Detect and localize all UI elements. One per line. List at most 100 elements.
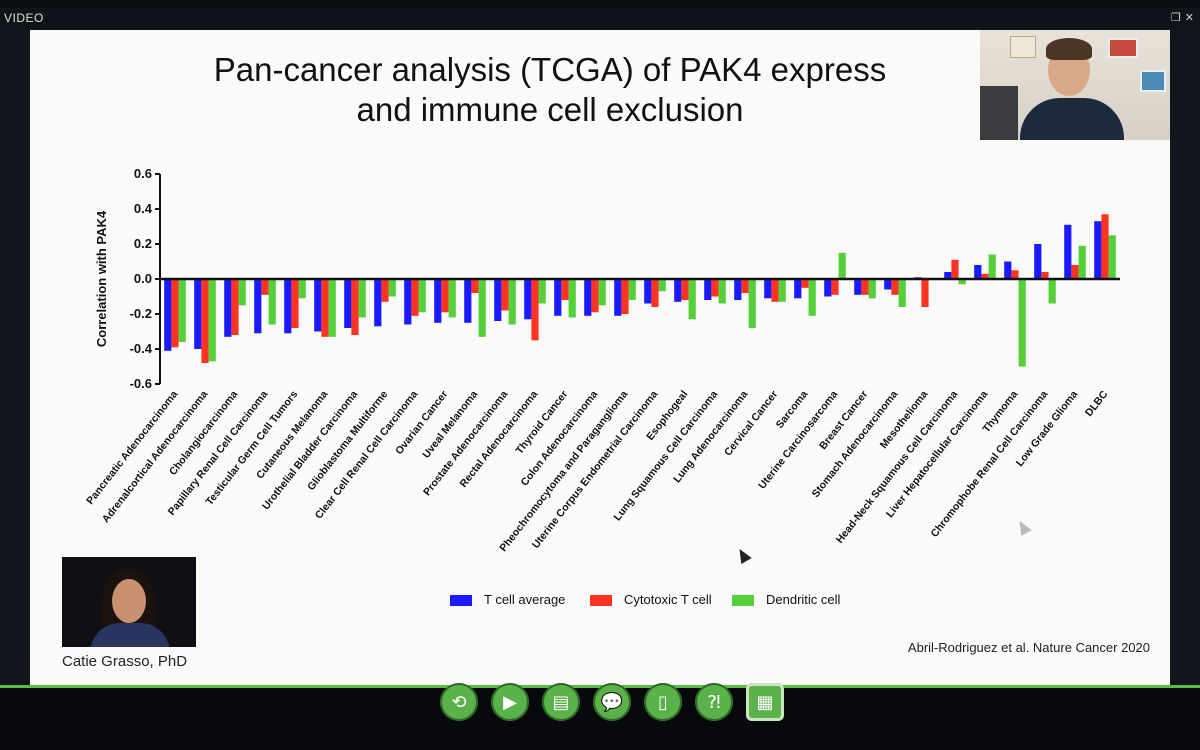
bar xyxy=(794,279,802,299)
wall-picture xyxy=(1140,70,1166,92)
legend-swatch xyxy=(590,595,612,606)
bar xyxy=(1108,235,1116,280)
bar xyxy=(208,279,216,362)
y-tick-label: 0.0 xyxy=(134,271,152,286)
bar xyxy=(351,279,359,335)
bar xyxy=(614,279,622,316)
presenter-body xyxy=(1020,98,1124,140)
bar xyxy=(628,279,636,300)
bar xyxy=(854,279,862,295)
bar xyxy=(418,279,426,313)
bar xyxy=(201,279,209,363)
bar xyxy=(831,279,839,295)
guest-video-thumbnail[interactable] xyxy=(62,557,196,647)
bar xyxy=(194,279,202,349)
legend-label: Cytotoxic T cell xyxy=(624,592,712,607)
bar xyxy=(261,279,269,295)
correlation-bar-chart: 0.6 0.4 0.2 0.0 -0.2 -0.4 -0.6 Correlation with… xyxy=(84,166,1120,607)
bar xyxy=(591,279,599,313)
bar xyxy=(561,279,569,300)
bar xyxy=(1101,214,1109,280)
y-tick-label: -0.6 xyxy=(130,376,152,391)
bar xyxy=(411,279,419,316)
x-category-label: DLBC xyxy=(1083,388,1111,419)
bar xyxy=(808,279,816,316)
bar xyxy=(778,279,786,302)
guest-face xyxy=(112,579,146,623)
bar xyxy=(238,279,246,306)
refresh-icon[interactable]: ⟲ xyxy=(440,683,478,721)
bar xyxy=(621,279,629,314)
y-tick-label: -0.4 xyxy=(130,341,153,356)
presenter-video-thumbnail[interactable] xyxy=(980,30,1170,140)
bar xyxy=(1064,224,1072,280)
bar xyxy=(1078,245,1086,280)
bar xyxy=(494,279,502,321)
bar xyxy=(824,279,832,297)
bar xyxy=(681,279,689,300)
slide-title-line1: Pan-cancer analysis (TCGA) of PAK4 expre… xyxy=(213,51,887,88)
wall-picture xyxy=(1108,38,1138,58)
wall-picture xyxy=(1010,36,1036,58)
bar xyxy=(358,279,366,318)
bar xyxy=(254,279,262,334)
presenter-hair xyxy=(1046,38,1092,60)
x-category-label: Uveal Melanoma xyxy=(420,388,480,460)
bar xyxy=(314,279,322,332)
bar xyxy=(374,279,382,327)
espresso-machine xyxy=(980,86,1018,140)
chat-icon[interactable]: 💬 xyxy=(593,683,631,721)
bar xyxy=(981,273,989,280)
bar xyxy=(321,279,329,337)
bar xyxy=(674,279,682,302)
bar xyxy=(688,279,696,320)
y-tick-label: 0.4 xyxy=(134,201,153,216)
slides-icon[interactable]: ▤ xyxy=(542,683,580,721)
bar xyxy=(898,279,906,307)
bar xyxy=(478,279,486,337)
bar xyxy=(1071,265,1079,279)
bar xyxy=(884,279,892,290)
bar xyxy=(178,279,186,342)
restore-icon[interactable]: ❐ xyxy=(1170,12,1181,24)
citation: Abril-Rodriguez et al. Nature Cancer 202… xyxy=(907,640,1150,655)
bar xyxy=(764,279,772,299)
bar xyxy=(224,279,232,337)
bar xyxy=(771,279,779,302)
layout-icon[interactable]: ▦ xyxy=(746,683,784,721)
bar xyxy=(718,279,726,304)
document-icon[interactable]: ▯ xyxy=(644,683,682,721)
bar xyxy=(974,265,982,279)
bar xyxy=(868,279,876,299)
qa-icon[interactable]: ⁈ xyxy=(695,683,733,721)
window-controls: ❐ ✕ xyxy=(1167,11,1194,24)
bar xyxy=(988,254,996,279)
y-tick-label: 0.2 xyxy=(134,236,152,251)
close-icon[interactable]: ✕ xyxy=(1184,12,1194,24)
bar xyxy=(861,279,869,295)
bar xyxy=(284,279,292,334)
bar xyxy=(958,279,966,285)
bar xyxy=(1034,244,1042,279)
bar xyxy=(388,279,396,297)
bar xyxy=(471,279,479,293)
bar xyxy=(464,279,472,323)
y-tick-label: 0.6 xyxy=(134,166,152,181)
bar xyxy=(1094,221,1102,279)
bar xyxy=(501,279,509,311)
bar xyxy=(381,279,389,302)
legend-swatch xyxy=(732,595,754,606)
bar xyxy=(704,279,712,300)
bar xyxy=(298,279,306,299)
bar xyxy=(801,279,809,288)
bar xyxy=(584,279,592,316)
bar xyxy=(951,259,959,280)
bar xyxy=(531,279,539,341)
bar xyxy=(344,279,352,328)
bar xyxy=(644,279,652,304)
video-icon[interactable]: ▶ xyxy=(491,683,529,721)
bar xyxy=(748,279,756,328)
bar xyxy=(441,279,449,313)
bar xyxy=(1018,279,1026,367)
bar xyxy=(524,279,532,320)
